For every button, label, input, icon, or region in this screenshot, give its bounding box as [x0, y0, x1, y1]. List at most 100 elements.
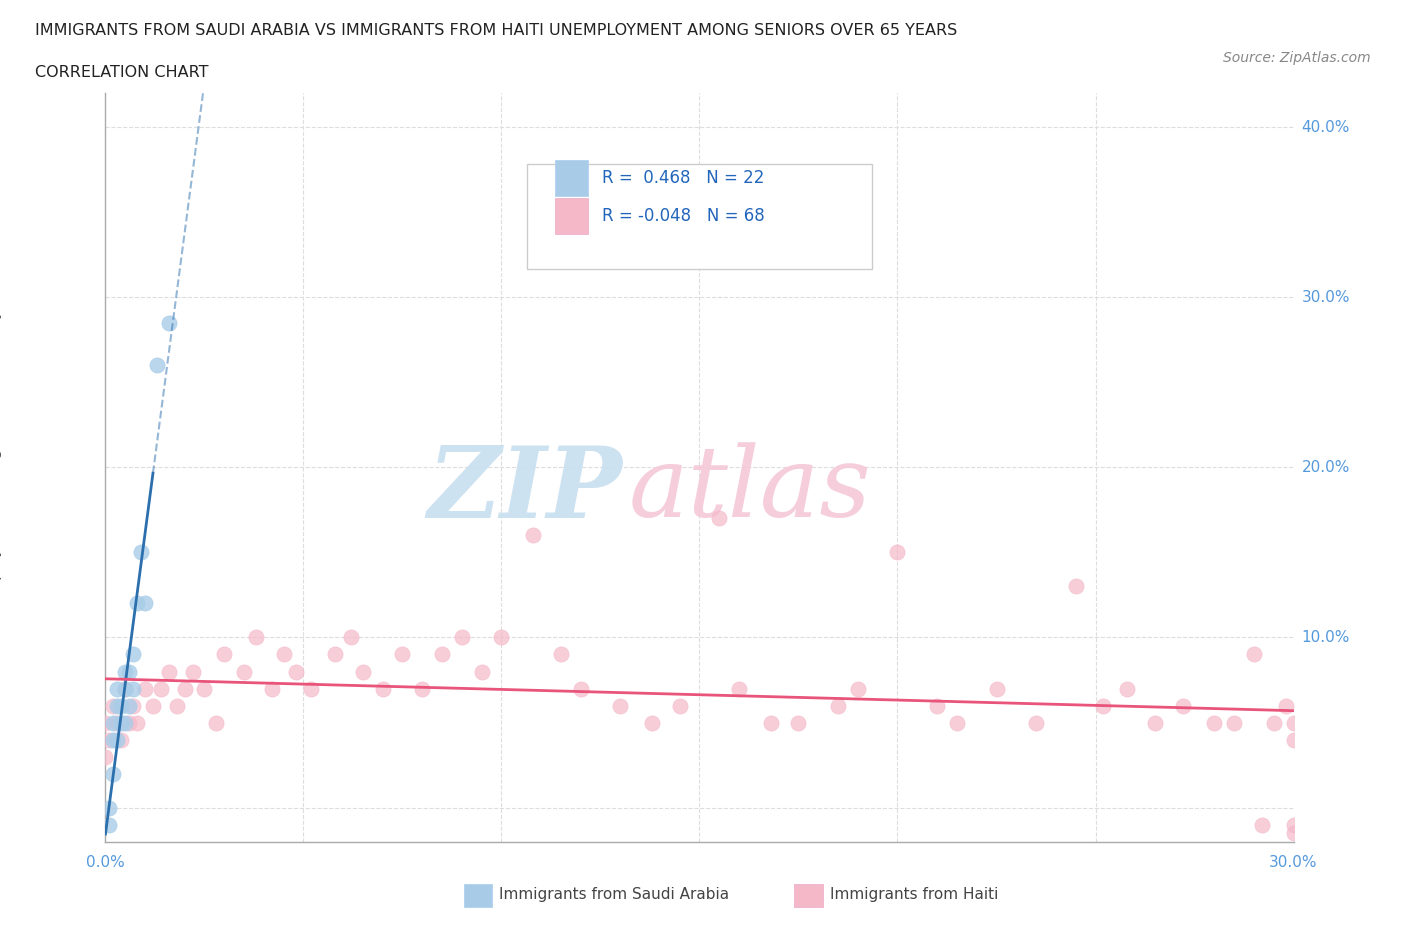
Point [946, 715, 969, 730]
Point [569, 681, 592, 696]
FancyBboxPatch shape [527, 164, 872, 269]
Point [450, 630, 472, 644]
Point [430, 647, 453, 662]
Point [157, 664, 180, 679]
Point [105, 732, 128, 747]
Point [129, 545, 152, 560]
Point [122, 698, 145, 713]
FancyBboxPatch shape [554, 198, 588, 233]
Point [550, 647, 572, 662]
Point [193, 681, 215, 696]
Point [233, 664, 256, 679]
Point [110, 715, 132, 730]
Text: 10.0%: 10.0% [1302, 630, 1350, 645]
Text: 30.0%: 30.0% [1270, 856, 1317, 870]
Point [114, 681, 136, 696]
Point [886, 545, 908, 560]
Point [668, 698, 690, 713]
Point [1243, 647, 1265, 662]
Point [1263, 715, 1285, 730]
Point [1250, 817, 1272, 832]
Point [1282, 826, 1305, 841]
Point [1092, 698, 1115, 713]
Point [340, 630, 363, 644]
Point [103, 715, 125, 730]
Point [146, 358, 169, 373]
Point [118, 715, 141, 730]
Point [1064, 579, 1087, 594]
Point [181, 664, 204, 679]
Point [98, 817, 121, 832]
Point [127, 596, 149, 611]
Text: ZIP: ZIP [427, 442, 623, 538]
Point [471, 664, 494, 679]
Point [827, 698, 849, 713]
Point [1143, 715, 1166, 730]
Point [522, 528, 544, 543]
Point [1282, 817, 1305, 832]
Point [260, 681, 283, 696]
Point [114, 715, 136, 730]
Point [166, 698, 188, 713]
Point [110, 732, 132, 747]
Point [299, 681, 322, 696]
Point [846, 681, 869, 696]
Point [986, 681, 1008, 696]
Point [122, 681, 145, 696]
Text: atlas: atlas [628, 442, 870, 538]
Point [371, 681, 394, 696]
Point [105, 681, 128, 696]
Point [609, 698, 631, 713]
Point [1171, 698, 1194, 713]
Point [1204, 715, 1226, 730]
Point [925, 698, 948, 713]
Point [94, 750, 117, 764]
Text: Source: ZipAtlas.com: Source: ZipAtlas.com [1223, 51, 1371, 65]
Text: IMMIGRANTS FROM SAUDI ARABIA VS IMMIGRANTS FROM HAITI UNEMPLOYMENT AMONG SENIORS: IMMIGRANTS FROM SAUDI ARABIA VS IMMIGRAN… [35, 23, 957, 38]
Point [214, 647, 236, 662]
Text: Unemployment Among Seniors over 65 years: Unemployment Among Seniors over 65 years [0, 276, 1, 625]
Text: R = -0.048   N = 68: R = -0.048 N = 68 [602, 206, 765, 225]
Point [142, 698, 165, 713]
Point [728, 681, 751, 696]
Point [98, 800, 121, 815]
Point [205, 715, 228, 730]
Point [352, 664, 374, 679]
Point [1282, 715, 1305, 730]
Point [98, 732, 121, 747]
Point [114, 664, 136, 679]
Point [411, 681, 433, 696]
Text: CORRELATION CHART: CORRELATION CHART [35, 65, 208, 80]
Point [149, 681, 172, 696]
Point [284, 664, 307, 679]
Point [1025, 715, 1047, 730]
Text: 0.0%: 0.0% [86, 856, 125, 870]
Point [134, 681, 156, 696]
Point [759, 715, 782, 730]
Text: 40.0%: 40.0% [1302, 120, 1350, 135]
Point [1116, 681, 1139, 696]
Point [709, 511, 731, 525]
Point [787, 715, 810, 730]
Point [245, 630, 267, 644]
Point [122, 647, 145, 662]
Text: Immigrants from Haiti: Immigrants from Haiti [830, 887, 998, 902]
Point [273, 647, 295, 662]
Point [641, 715, 664, 730]
Point [94, 715, 117, 730]
Text: 30.0%: 30.0% [1302, 289, 1350, 305]
Text: 20.0%: 20.0% [1302, 459, 1350, 475]
Point [105, 715, 128, 730]
Point [103, 732, 125, 747]
Point [1223, 715, 1246, 730]
FancyBboxPatch shape [554, 160, 588, 196]
Text: R =  0.468   N = 22: R = 0.468 N = 22 [602, 169, 765, 187]
Text: Immigrants from Saudi Arabia: Immigrants from Saudi Arabia [499, 887, 730, 902]
Point [118, 664, 141, 679]
Point [491, 630, 513, 644]
Point [134, 596, 156, 611]
Point [173, 681, 195, 696]
Point [323, 647, 346, 662]
Point [1282, 732, 1305, 747]
Point [1274, 698, 1296, 713]
